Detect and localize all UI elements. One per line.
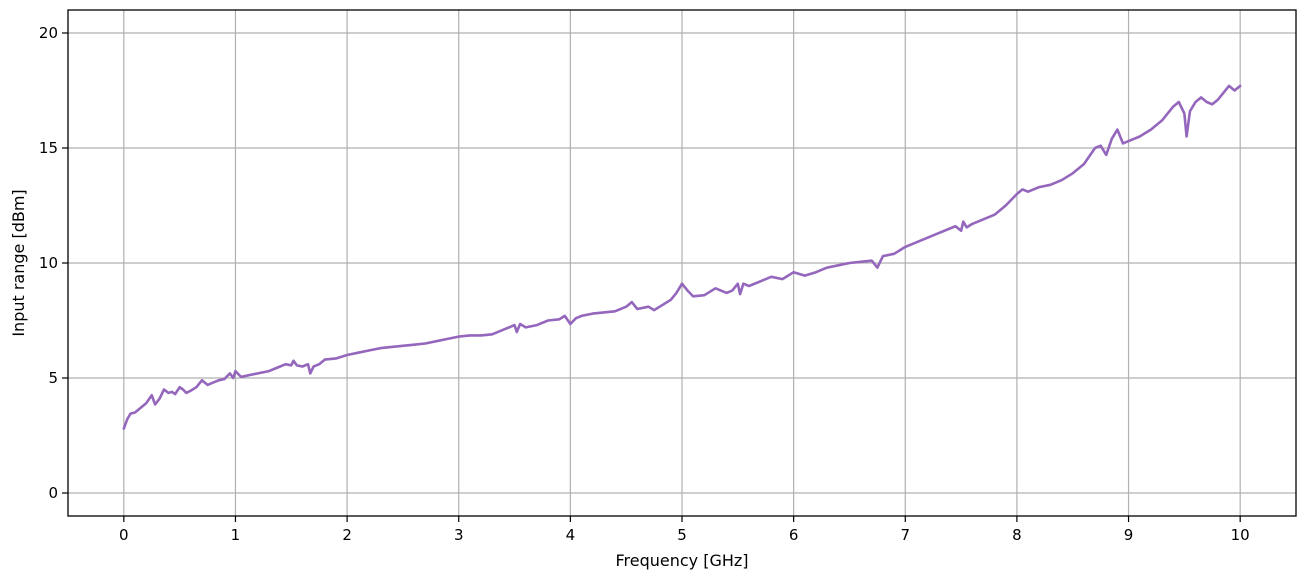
x-tick-label: 2 (342, 526, 352, 544)
x-axis: 0 1 2 3 4 5 6 7 8 9 10 (119, 516, 1250, 544)
series-line (122, 84, 1242, 430)
y-tick-label: 0 (48, 484, 58, 502)
x-tick-label: 6 (789, 526, 799, 544)
x-tick-label: 5 (677, 526, 687, 544)
x-tick-label: 3 (454, 526, 464, 544)
y-axis: 0 5 10 15 20 (39, 24, 68, 502)
x-tick-label: 1 (231, 526, 241, 544)
y-tick-label: 5 (48, 369, 58, 387)
y-tick-label: 20 (39, 24, 58, 42)
y-tick-label: 10 (39, 254, 58, 272)
x-tick-label: 10 (1231, 526, 1250, 544)
x-tick-label: 4 (566, 526, 576, 544)
x-tick-label: 9 (1124, 526, 1134, 544)
series-layer (122, 84, 1242, 430)
x-axis-label: Frequency [GHz] (615, 551, 748, 570)
x-tick-label: 7 (900, 526, 910, 544)
x-tick-label: 8 (1012, 526, 1022, 544)
y-grid (68, 32, 1296, 494)
x-tick-label: 0 (119, 526, 129, 544)
y-tick-label: 15 (39, 139, 58, 157)
y-axis-label: Input range [dBm] (9, 189, 28, 336)
